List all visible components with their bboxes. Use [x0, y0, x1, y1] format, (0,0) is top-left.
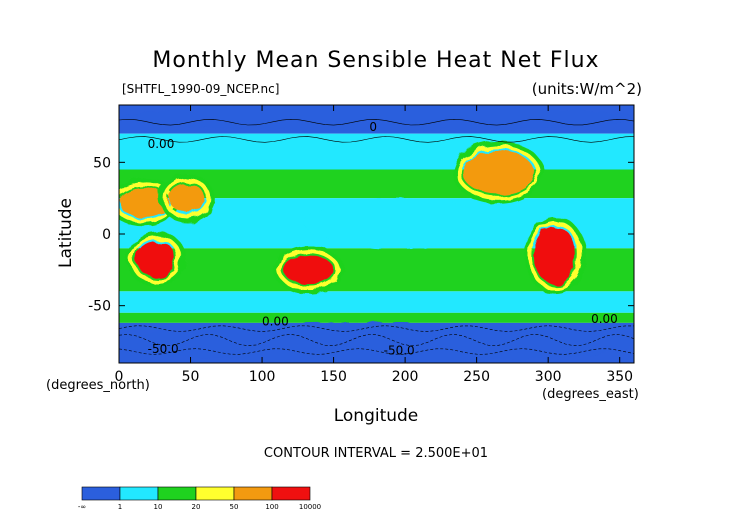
heatmap-region: [304, 198, 491, 249]
colorbar-tick-label: 10000: [299, 503, 321, 511]
heatmap-band: [119, 133, 634, 170]
heatmap-region: [159, 173, 215, 223]
contour-line: [119, 348, 634, 355]
x-axis-ticks: 0 50 100 150 200 250 300 350: [115, 105, 633, 385]
units-label: (units:W/m^2): [531, 80, 642, 98]
contour-label: -50.0: [148, 342, 179, 356]
y-unit-note: (degrees_north): [46, 378, 150, 393]
x-tick-label: 100: [249, 369, 276, 385]
contour-lines: [119, 118, 634, 355]
x-tick-label: 350: [606, 369, 633, 385]
heatmap-region: [119, 322, 634, 363]
contour-interval-label: CONTOUR INTERVAL = 2.500E+01: [263, 446, 489, 461]
colorbar-swatch: [81, 486, 121, 501]
contour-line: [119, 325, 634, 332]
y-tick-label: -50: [88, 299, 111, 315]
colorbar-tick-label: 1: [118, 503, 122, 511]
contour-label: 0: [369, 120, 377, 134]
heatmap-region: [452, 140, 544, 204]
colorbar-tick-label: 100: [265, 503, 278, 511]
colorbar-swatch: [157, 486, 197, 501]
heatmap-band: [119, 291, 634, 313]
contour-label: 0.00: [262, 315, 289, 329]
contour-label: 0.00: [591, 312, 618, 326]
y-tick-label: 50: [93, 155, 111, 171]
heatmap-field: [119, 105, 634, 363]
contour-line: [119, 118, 634, 126]
colorbar: -∞ 1 10 20 50 100 10000: [78, 486, 321, 511]
y-axis-label: Latitude: [56, 198, 76, 268]
colorbar-swatch: [195, 486, 235, 501]
colorbar-swatch: [271, 486, 311, 501]
x-tick-label: 150: [320, 369, 347, 385]
colorbar-swatch: [119, 486, 159, 501]
chart-title: Monthly Mean Sensible Heat Net Flux: [152, 48, 600, 73]
x-tick-label: 50: [182, 369, 200, 385]
heatmap-region: [126, 231, 187, 288]
colorbar-swatch: [233, 486, 273, 501]
colorbar-tick-label: 20: [192, 503, 201, 511]
y-tick-label: 0: [102, 227, 111, 243]
x-unit-note: (degrees_east): [542, 387, 639, 402]
heatmap-band: [119, 312, 634, 323]
contour-line: [119, 136, 634, 143]
contour-labels: 0.00 0.00 0.00 -50.0 -50.0 0: [148, 120, 618, 358]
x-tick-label: 200: [392, 369, 419, 385]
file-name-label: [SHTFL_1990-09_NCEP.nc]: [122, 82, 280, 96]
contour-label: 0.00: [148, 137, 175, 151]
heatmap-region: [523, 216, 587, 295]
x-tick-label: 300: [535, 369, 562, 385]
colorbar-tick-label: -∞: [78, 503, 86, 511]
y-axis-ticks: 50 0 -50: [88, 155, 634, 315]
heatmap-region: [273, 245, 344, 295]
x-tick-label: 250: [463, 369, 490, 385]
x-tick-label: 0: [115, 369, 124, 385]
contour-label: -50.0: [384, 343, 415, 357]
x-axis-label: Longitude: [333, 406, 419, 426]
colorbar-tick-label: 10: [154, 503, 163, 511]
colorbar-tick-label: 50: [230, 503, 239, 511]
